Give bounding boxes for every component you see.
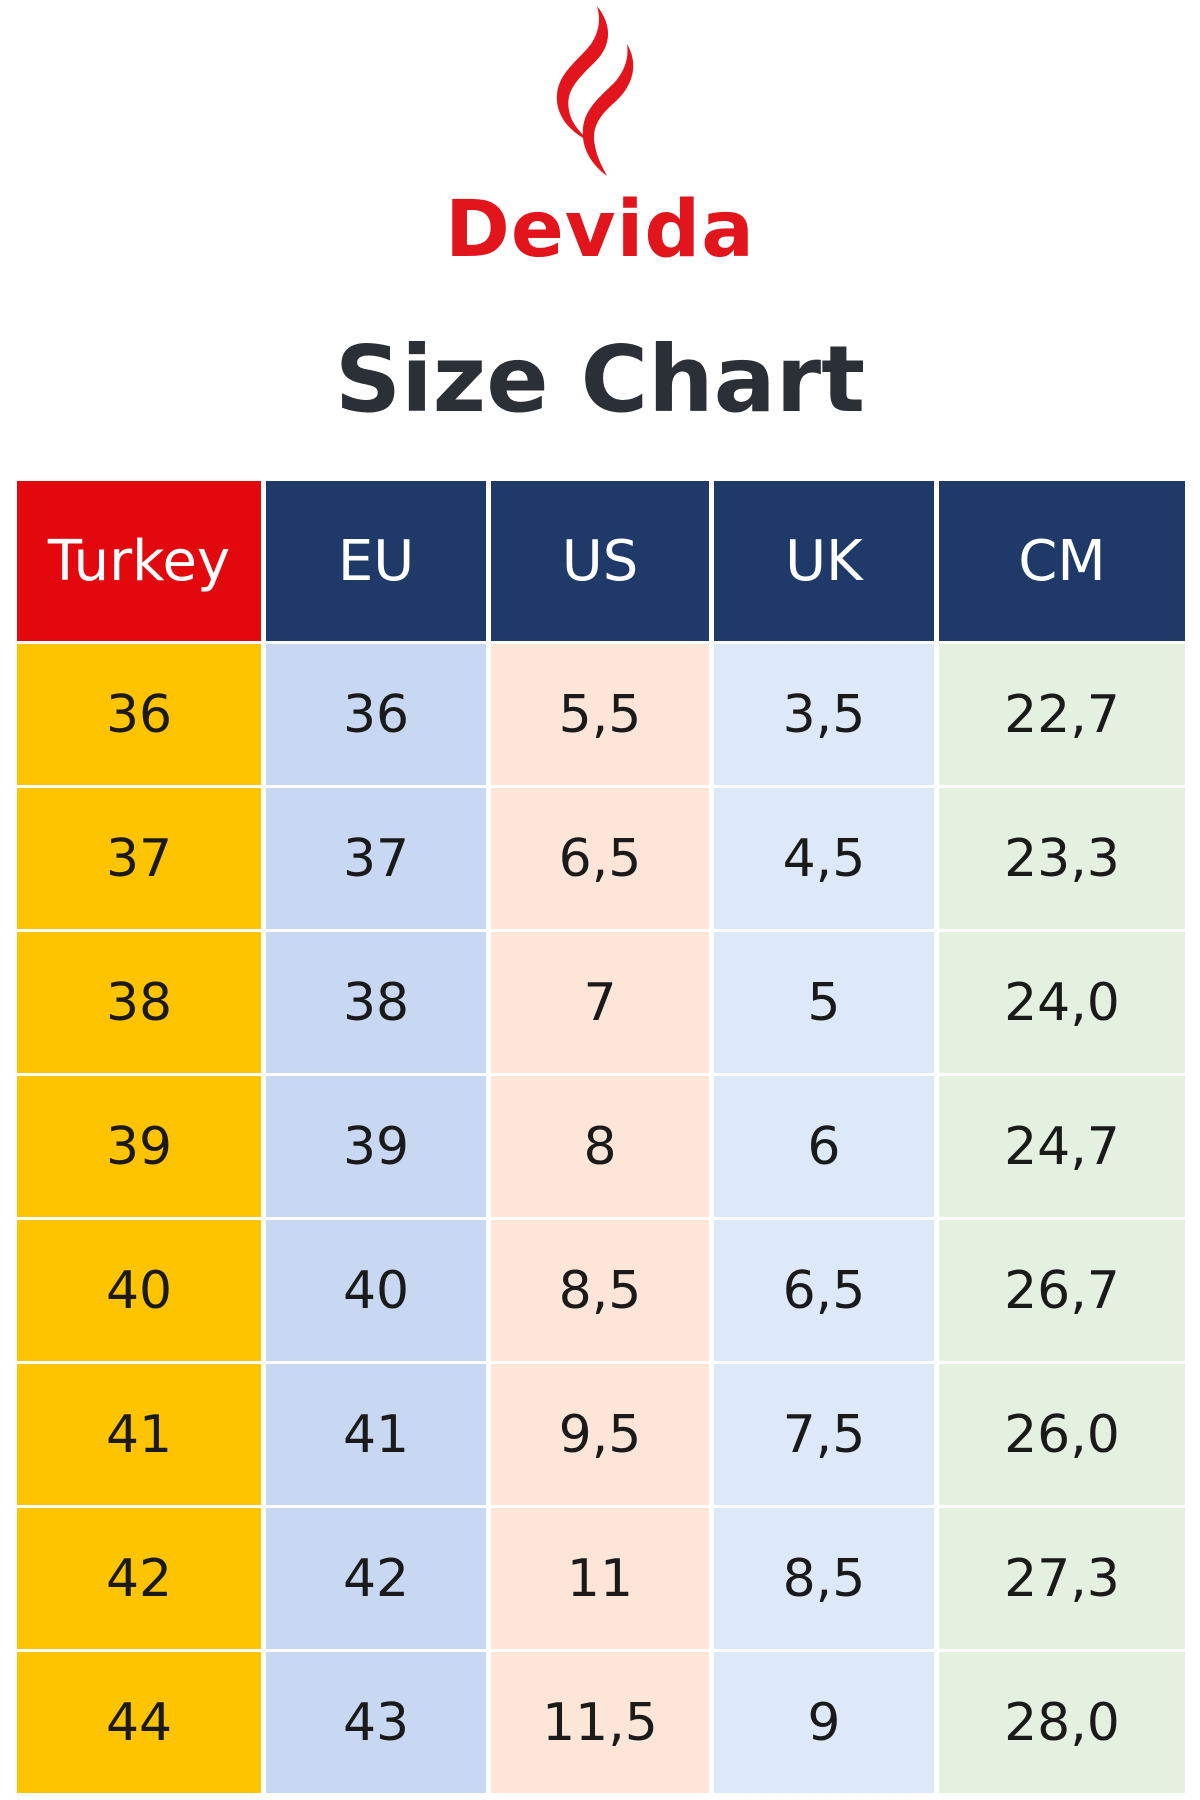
flame-icon: [556, 6, 634, 176]
cell-cm: 27,3: [938, 1508, 1185, 1649]
cell-eu: 42: [266, 1508, 487, 1649]
cell-turkey: 40: [17, 1220, 262, 1361]
cell-uk: 6,5: [713, 1220, 934, 1361]
cell-eu: 38: [266, 932, 487, 1073]
brand-name: Devida: [445, 185, 755, 275]
cell-cm: 23,3: [938, 788, 1185, 929]
cell-us: 8,5: [491, 1220, 709, 1361]
table-row: 36 36 5,5 3,5 22,7: [17, 644, 1185, 785]
cell-us: 11,5: [491, 1652, 709, 1793]
cell-turkey: 37: [17, 788, 262, 929]
cell-turkey: 41: [17, 1364, 262, 1505]
page-title: Size Chart: [334, 326, 866, 433]
table-row: 41 41 9,5 7,5 26,0: [17, 1364, 1185, 1505]
cell-turkey: 36: [17, 644, 262, 785]
cell-cm: 24,7: [938, 1076, 1185, 1217]
cell-turkey: 44: [17, 1652, 262, 1793]
cell-eu: 41: [266, 1364, 487, 1505]
cell-uk: 6: [713, 1076, 934, 1217]
cell-eu: 39: [266, 1076, 487, 1217]
header-uk: UK: [713, 481, 934, 641]
cell-uk: 9: [713, 1652, 934, 1793]
table-row: 42 42 11 8,5 27,3: [17, 1508, 1185, 1649]
cell-uk: 8,5: [713, 1508, 934, 1649]
cell-turkey: 39: [17, 1076, 262, 1217]
cell-eu: 37: [266, 788, 487, 929]
cell-us: 7: [491, 932, 709, 1073]
header-eu: EU: [266, 481, 487, 641]
cell-uk: 3,5: [713, 644, 934, 785]
cell-cm: 26,7: [938, 1220, 1185, 1361]
cell-us: 6,5: [491, 788, 709, 929]
cell-turkey: 42: [17, 1508, 262, 1649]
table-row: 39 39 8 6 24,7: [17, 1076, 1185, 1217]
cell-us: 5,5: [491, 644, 709, 785]
table-row: 40 40 8,5 6,5 26,7: [17, 1220, 1185, 1361]
table-row: 44 43 11,5 9 28,0: [17, 1652, 1185, 1793]
brand-logo: Devida: [0, 0, 1200, 280]
header-us: US: [491, 481, 709, 641]
table-row: 37 37 6,5 4,5 23,3: [17, 788, 1185, 929]
header-turkey: Turkey: [17, 481, 262, 641]
cell-uk: 5: [713, 932, 934, 1073]
cell-eu: 43: [266, 1652, 487, 1793]
cell-eu: 40: [266, 1220, 487, 1361]
header-row: Turkey EU US UK CM: [17, 481, 1185, 641]
cell-uk: 4,5: [713, 788, 934, 929]
cell-cm: 26,0: [938, 1364, 1185, 1505]
cell-cm: 28,0: [938, 1652, 1185, 1793]
cell-uk: 7,5: [713, 1364, 934, 1505]
cell-turkey: 38: [17, 932, 262, 1073]
table-row: 38 38 7 5 24,0: [17, 932, 1185, 1073]
cell-us: 11: [491, 1508, 709, 1649]
cell-eu: 36: [266, 644, 487, 785]
cell-cm: 22,7: [938, 644, 1185, 785]
header-cm: CM: [938, 481, 1185, 641]
cell-cm: 24,0: [938, 932, 1185, 1073]
size-table: Turkey EU US UK CM 36 36 5,5 3,5 22,7 37…: [12, 478, 1190, 1796]
cell-us: 9,5: [491, 1364, 709, 1505]
cell-us: 8: [491, 1076, 709, 1217]
